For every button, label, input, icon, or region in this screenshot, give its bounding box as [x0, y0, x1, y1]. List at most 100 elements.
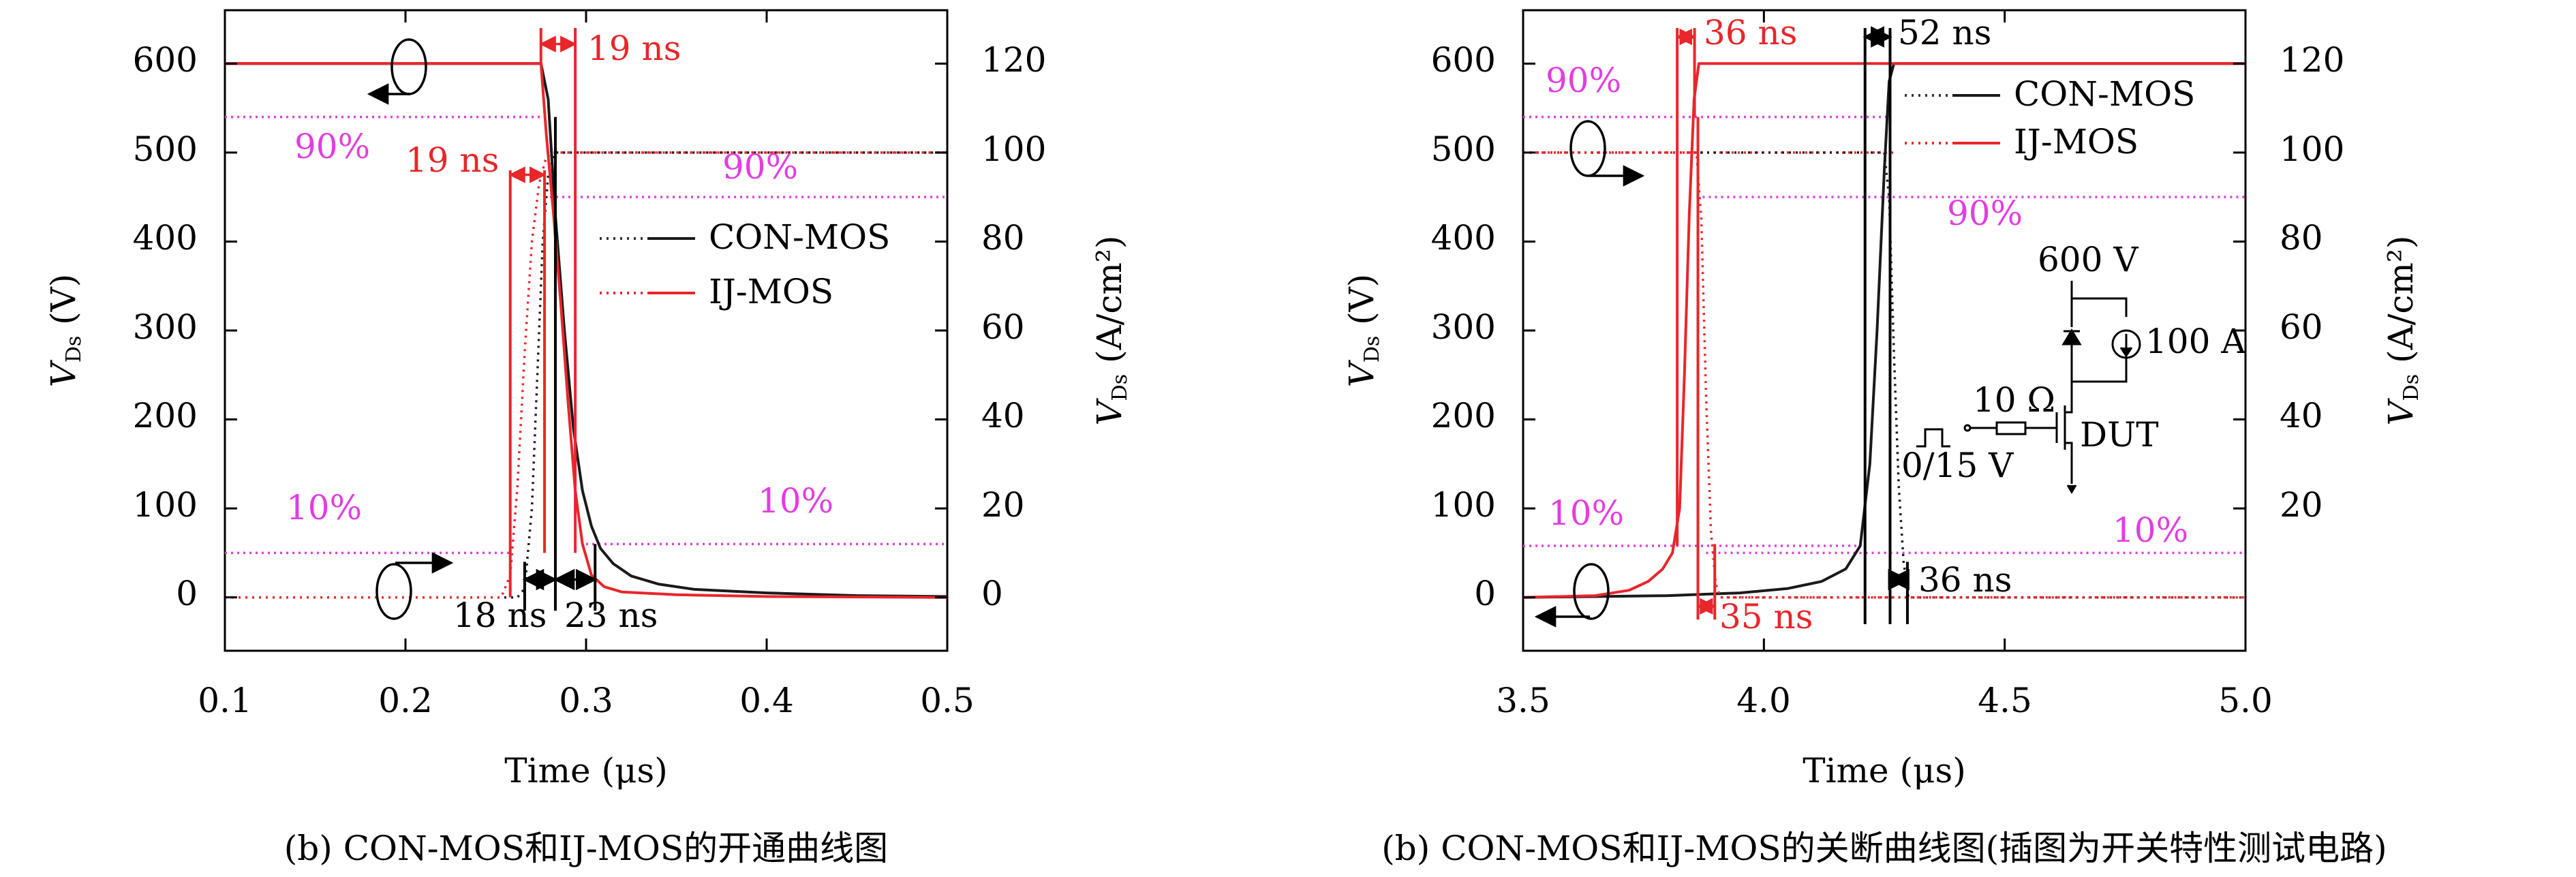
svg-text:VDs (V): VDs (V): [1342, 274, 1384, 388]
right-legend: CON-MOS IJ-MOS: [1905, 74, 2195, 161]
right-xtick-label: 4.5: [1978, 681, 2032, 720]
right-ytick-right-label: 40: [2280, 396, 2323, 435]
con-mos-current-line: [225, 151, 947, 599]
right-xtick-label: 5.0: [2218, 681, 2273, 720]
svg-text:VDs (A/cm²): VDs (A/cm²): [2381, 236, 2423, 426]
left-ytick-right-label: 120: [981, 40, 1046, 80]
right-y-axis-title: VDs (V): [1342, 274, 1384, 388]
right-annotation-90pct-right: 90%: [1947, 194, 2023, 233]
left-xtick-label: 0.3: [559, 681, 613, 720]
left-y-axis-title: VDs (V): [44, 274, 86, 388]
right-ytick-right-label: 20: [2280, 485, 2323, 525]
inset-label-600v: 600 V: [2038, 240, 2138, 279]
diode-icon: [2061, 328, 2082, 345]
right-ytick-label: 600: [1431, 40, 1496, 80]
left-ylabel-main: V: [44, 359, 83, 387]
right-ytick-right-label: 60: [2280, 307, 2323, 347]
left-axis-indicator-top: [367, 38, 427, 105]
legend-ij-mos-label: IJ-MOS: [709, 272, 833, 311]
right-annotation-36ns-bottom: 36 ns: [1918, 560, 2012, 600]
inset-label-10ohm: 10 Ω: [1973, 380, 2055, 420]
left-ytick-label: 400: [133, 218, 198, 258]
legend-con-mos-label: CON-MOS: [2014, 74, 2195, 114]
left-y2-axis-title: VDs (A/cm²): [1090, 236, 1132, 426]
right-annotation-35ns: 35 ns: [1719, 597, 1813, 636]
gate-resistor-icon: [1995, 421, 2027, 435]
left-xtick-label: 0.4: [739, 681, 794, 720]
right-ylabel-sub: Ds: [1360, 336, 1384, 363]
left-annotation-10pct-left: 10%: [286, 488, 362, 527]
right-x-axis-title: Time (μs): [1803, 751, 1965, 790]
inset-label-gate-voltage: 0/15 V: [1901, 446, 2014, 485]
left-y2label-unit: (A/cm²): [1090, 236, 1129, 374]
legend-con-mos-label: CON-MOS: [709, 217, 890, 257]
inset-test-circuit: 600 V 100 A 10 Ω DUT 0/15 V: [1901, 240, 2246, 494]
right-ytick-label: 100: [1431, 485, 1496, 525]
left-ytick-label: 500: [133, 129, 198, 169]
left-annotations: [508, 28, 598, 611]
left-ytick-right-label: 80: [981, 218, 1025, 258]
left-ytick-label: 0: [176, 574, 198, 613]
right-y2-axis-title: VDs (A/cm²): [2381, 236, 2423, 426]
left-annotation-90pct-left: 90%: [294, 127, 370, 166]
left-ticks: [224, 10, 949, 651]
right-axis-indicator-bottom: [1534, 563, 1610, 628]
right-ytick-label: 0: [1474, 574, 1496, 613]
svg-text:VDs (V): VDs (V): [44, 274, 86, 388]
left-annotation-90pct-right: 90%: [722, 147, 798, 187]
right-ytick-labels-right: 20 40 60 80 100 120: [2280, 40, 2344, 525]
right-ytick-label: 300: [1431, 307, 1496, 347]
right-ticks: [1522, 10, 2247, 651]
left-y2label-main: V: [1090, 397, 1129, 425]
right-y2label-main: V: [2381, 397, 2421, 425]
right-y2label-sub: Ds: [2399, 374, 2423, 401]
left-annotation-10pct-right: 10%: [758, 481, 833, 521]
left-ytick-label: 300: [133, 307, 198, 347]
right-annotation-10pct-right: 10%: [2113, 510, 2188, 550]
left-ylabel-sub: Ds: [62, 336, 86, 363]
left-axis-indicator-bottom: [375, 552, 454, 620]
inset-label-100a: 100 A: [2145, 322, 2246, 361]
left-xtick-label: 0.1: [198, 681, 252, 720]
right-annotation-36ns-top: 36 ns: [1704, 13, 1797, 52]
left-ytick-label: 200: [133, 396, 198, 435]
legend-ij-mos-label: IJ-MOS: [2014, 122, 2138, 161]
left-annotation-18ns: 18 ns: [453, 596, 547, 635]
left-annotation-19ns-mid: 19 ns: [405, 140, 499, 180]
left-ylabel-unit: (V): [44, 274, 83, 336]
left-ytick-right-label: 20: [981, 485, 1025, 525]
gate-pulse-icon: [1916, 428, 1950, 448]
left-series: [225, 62, 948, 599]
left-x-axis-title: Time (μs): [504, 751, 667, 790]
right-ytick-label: 500: [1431, 129, 1496, 169]
left-annotation-23ns: 23 ns: [564, 596, 658, 635]
right-annotations: [1675, 26, 1910, 624]
left-legend: CON-MOS IJ-MOS: [600, 217, 890, 311]
right-annotation-90pct-left: 90%: [1546, 61, 1621, 100]
con-mos-voltage-line: [225, 62, 948, 598]
ij-mos-voltage-line: [225, 62, 948, 599]
right-ytick-labels-left: 0 100 200 300 400 500 600: [1431, 40, 1496, 613]
left-ytick-label: 100: [133, 485, 198, 525]
right-ytick-right-label: 120: [2280, 40, 2344, 80]
left-ytick-labels-right: 0 20 40 60 80 100 120: [981, 40, 1046, 613]
caption-left: (b) CON-MOS和IJ-MOS的开通曲线图: [284, 829, 888, 868]
right-xtick-label: 4.0: [1736, 681, 1791, 720]
right-xtick-labels: 3.5 4.0 4.5 5.0: [1496, 681, 2273, 720]
turn-on-chart: 0.1 0.2 0.3 0.4 0.5 0 100 200 300 400 50…: [44, 9, 1132, 790]
left-y2label-sub: Ds: [1108, 374, 1132, 401]
left-annotation-19ns-top: 19 ns: [587, 29, 681, 68]
left-xtick-label: 0.5: [920, 681, 975, 720]
left-ytick-label: 600: [133, 40, 198, 80]
right-ytick-right-label: 100: [2280, 129, 2344, 169]
con-mos-current-line: [1523, 151, 2245, 599]
right-ylabel-unit: (V): [1342, 274, 1381, 336]
right-ylabel-main: V: [1342, 359, 1381, 387]
right-ytick-label: 200: [1431, 396, 1496, 435]
left-xtick-labels: 0.1 0.2 0.3 0.4 0.5: [198, 681, 975, 720]
right-y2label-unit: (A/cm²): [2381, 236, 2421, 374]
right-annotation-10pct-left: 10%: [1548, 493, 1624, 533]
inset-label-dut: DUT: [2080, 415, 2159, 455]
left-ytick-right-label: 40: [981, 396, 1025, 435]
right-ytick-right-label: 80: [2280, 218, 2323, 258]
